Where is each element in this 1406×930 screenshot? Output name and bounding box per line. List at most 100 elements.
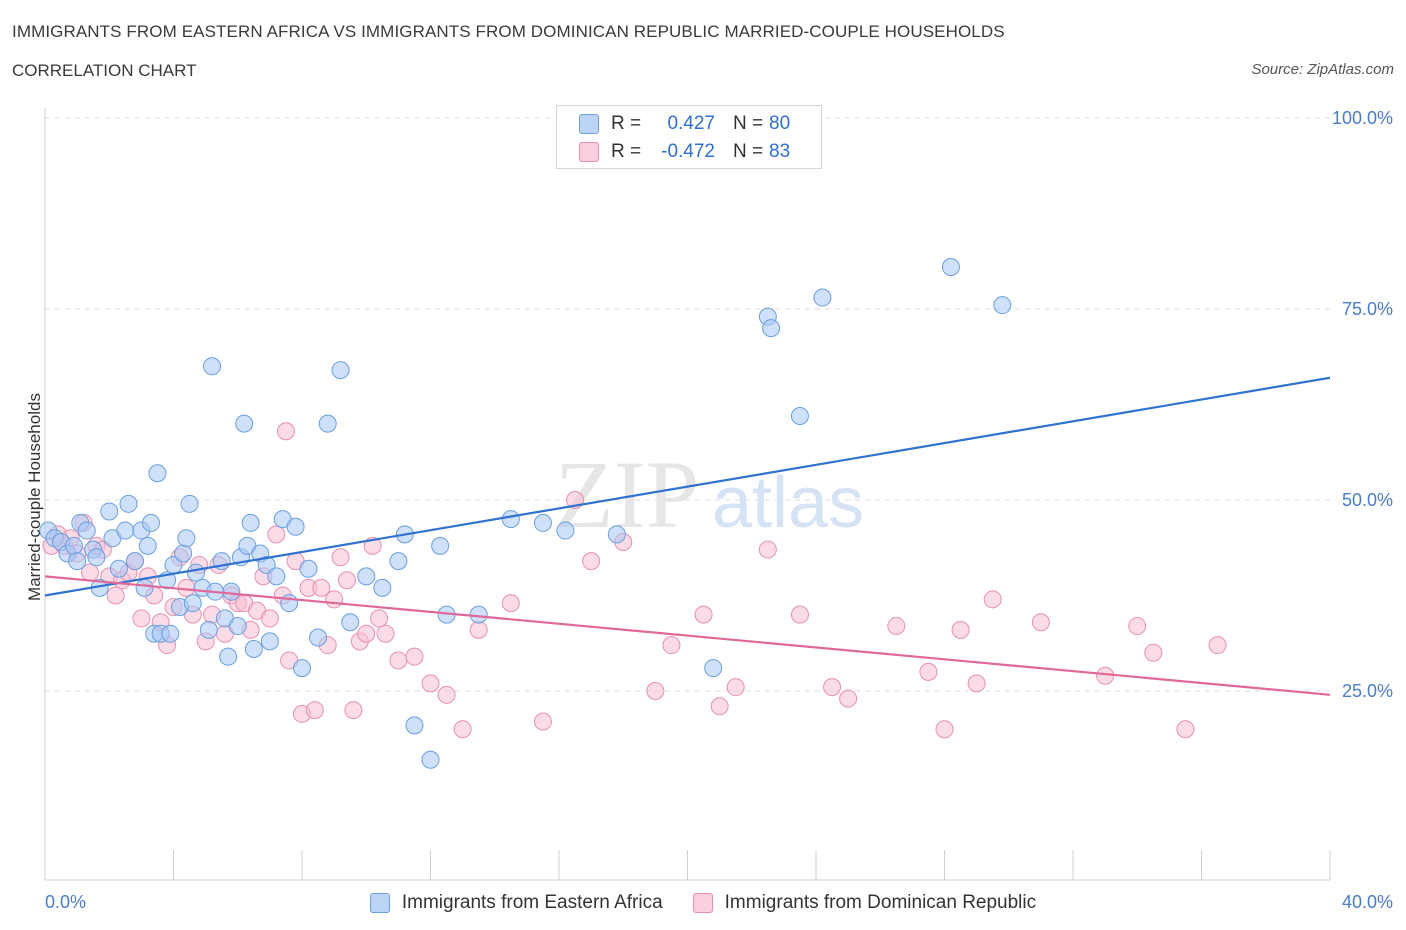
axis-layer	[44, 108, 1331, 881]
data-point-dominican-republic	[344, 701, 363, 720]
series-eastern-africa-points	[39, 257, 1012, 769]
legend-item-eastern-africa: Immigrants from Eastern Africa	[369, 892, 663, 914]
trend-line-eastern-africa	[44, 376, 1331, 597]
legend-n-value: 80	[769, 113, 791, 134]
chart-title: IMMIGRANTS FROM EASTERN AFRICA VS IMMIGR…	[12, 22, 1005, 41]
data-point-eastern-africa	[373, 578, 392, 597]
data-point-eastern-africa	[235, 414, 254, 433]
data-point-dominican-republic	[260, 609, 279, 628]
data-point-dominican-republic	[312, 578, 331, 597]
data-point-dominican-republic	[726, 678, 745, 697]
data-point-eastern-africa	[267, 567, 286, 586]
data-point-eastern-africa	[556, 521, 575, 540]
data-point-dominican-republic	[823, 678, 842, 697]
data-point-dominican-republic	[421, 674, 440, 693]
data-point-eastern-africa	[222, 582, 241, 601]
data-point-dominican-republic	[694, 605, 713, 624]
data-point-dominican-republic	[1208, 636, 1227, 655]
source-credit: Source: ZipAtlas.com	[1251, 61, 1394, 78]
data-point-eastern-africa	[813, 288, 832, 307]
legend-r-label: R =	[611, 141, 642, 162]
data-point-dominican-republic	[646, 682, 665, 700]
y-tick-label: 50.0%	[1342, 490, 1393, 510]
data-point-eastern-africa	[790, 406, 809, 425]
data-point-eastern-africa	[762, 319, 781, 338]
data-point-dominican-republic	[710, 697, 729, 716]
trend-lines	[44, 376, 1331, 696]
data-point-dominican-republic	[337, 571, 356, 590]
data-point-eastern-africa	[293, 659, 311, 678]
data-point-dominican-republic	[370, 609, 389, 628]
y-axis-label: Married-couple Households	[25, 393, 44, 601]
data-point-eastern-africa	[148, 464, 167, 483]
legend-n-value: 83	[769, 141, 791, 162]
data-point-eastern-africa	[161, 624, 180, 643]
legend-r-value: 0.427	[667, 113, 715, 134]
data-point-eastern-africa	[405, 716, 424, 735]
legend-n-label: N =	[733, 113, 764, 134]
data-point-dominican-republic	[437, 685, 456, 704]
y-tick-label: 75.0%	[1342, 299, 1393, 319]
data-point-dominican-republic	[839, 689, 858, 708]
watermark-atlas: atlas	[712, 463, 864, 543]
data-point-eastern-africa	[607, 525, 626, 544]
data-point-eastern-africa	[177, 529, 196, 548]
legend-swatch-blue	[369, 893, 390, 913]
data-point-dominican-republic	[376, 624, 395, 643]
data-point-dominican-republic	[325, 590, 344, 609]
data-point-eastern-africa	[244, 639, 263, 658]
data-point-eastern-africa	[260, 632, 279, 651]
data-point-eastern-africa	[109, 559, 128, 578]
data-point-eastern-africa	[135, 578, 154, 597]
data-point-eastern-africa	[318, 414, 337, 433]
correlation-legend: R = 0.427 N = 80 R = -0.472 N = 83	[556, 105, 822, 169]
legend-r-value: -0.472	[661, 141, 715, 162]
data-point-dominican-republic	[1031, 613, 1050, 632]
data-point-eastern-africa	[241, 513, 260, 532]
data-point-dominican-republic	[305, 701, 324, 720]
y-tick-label: 100.0%	[1332, 108, 1393, 128]
data-point-eastern-africa	[431, 536, 450, 555]
data-point-dominican-republic	[267, 525, 286, 544]
legend-row-dominican-republic: R = -0.472 N = 83	[579, 139, 790, 165]
data-point-eastern-africa	[421, 750, 440, 769]
legend-swatch-pink	[579, 142, 599, 162]
legend-swatch-blue	[579, 114, 599, 134]
chart-subtitle: CORRELATION CHART	[12, 61, 197, 80]
watermark: ZIP atlas	[555, 441, 864, 548]
trend-line-dominican-republic	[44, 575, 1331, 696]
data-point-dominican-republic	[469, 620, 488, 639]
data-point-dominican-republic	[1128, 617, 1147, 636]
data-point-dominican-republic	[1176, 720, 1195, 739]
data-point-eastern-africa	[469, 605, 488, 624]
data-point-eastern-africa	[219, 647, 238, 666]
legend-n-label: N =	[733, 141, 764, 162]
data-point-eastern-africa	[257, 555, 276, 574]
data-point-dominican-republic	[887, 617, 906, 636]
data-point-eastern-africa	[180, 494, 199, 513]
tick-labels: 25.0% 50.0% 75.0% 100.0% 0.0% 40.0%	[45, 108, 1393, 912]
data-point-eastern-africa	[203, 357, 222, 376]
data-point-dominican-republic	[919, 662, 938, 681]
data-point-eastern-africa	[142, 513, 161, 532]
data-point-eastern-africa	[389, 552, 408, 571]
y-tick-label: 25.0%	[1342, 681, 1393, 701]
data-point-eastern-africa	[704, 659, 723, 678]
data-point-dominican-republic	[501, 594, 520, 613]
series-dominican-republic-points	[42, 422, 1227, 739]
data-point-eastern-africa	[309, 628, 328, 647]
data-point-eastern-africa	[199, 620, 218, 639]
series-legend: Immigrants from Eastern Africa Immigrant…	[0, 890, 1406, 916]
data-point-eastern-africa	[138, 536, 157, 555]
data-point-dominican-republic	[405, 647, 424, 666]
data-point-eastern-africa	[116, 521, 135, 540]
data-point-dominican-republic	[331, 548, 350, 567]
data-point-eastern-africa	[77, 521, 96, 540]
legend-swatch-pink	[692, 893, 713, 913]
x-tick-label: 0.0%	[45, 892, 86, 912]
data-point-eastern-africa	[286, 517, 305, 536]
data-point-eastern-africa	[68, 552, 87, 571]
data-point-dominican-republic	[582, 552, 601, 571]
data-point-eastern-africa	[87, 548, 106, 567]
